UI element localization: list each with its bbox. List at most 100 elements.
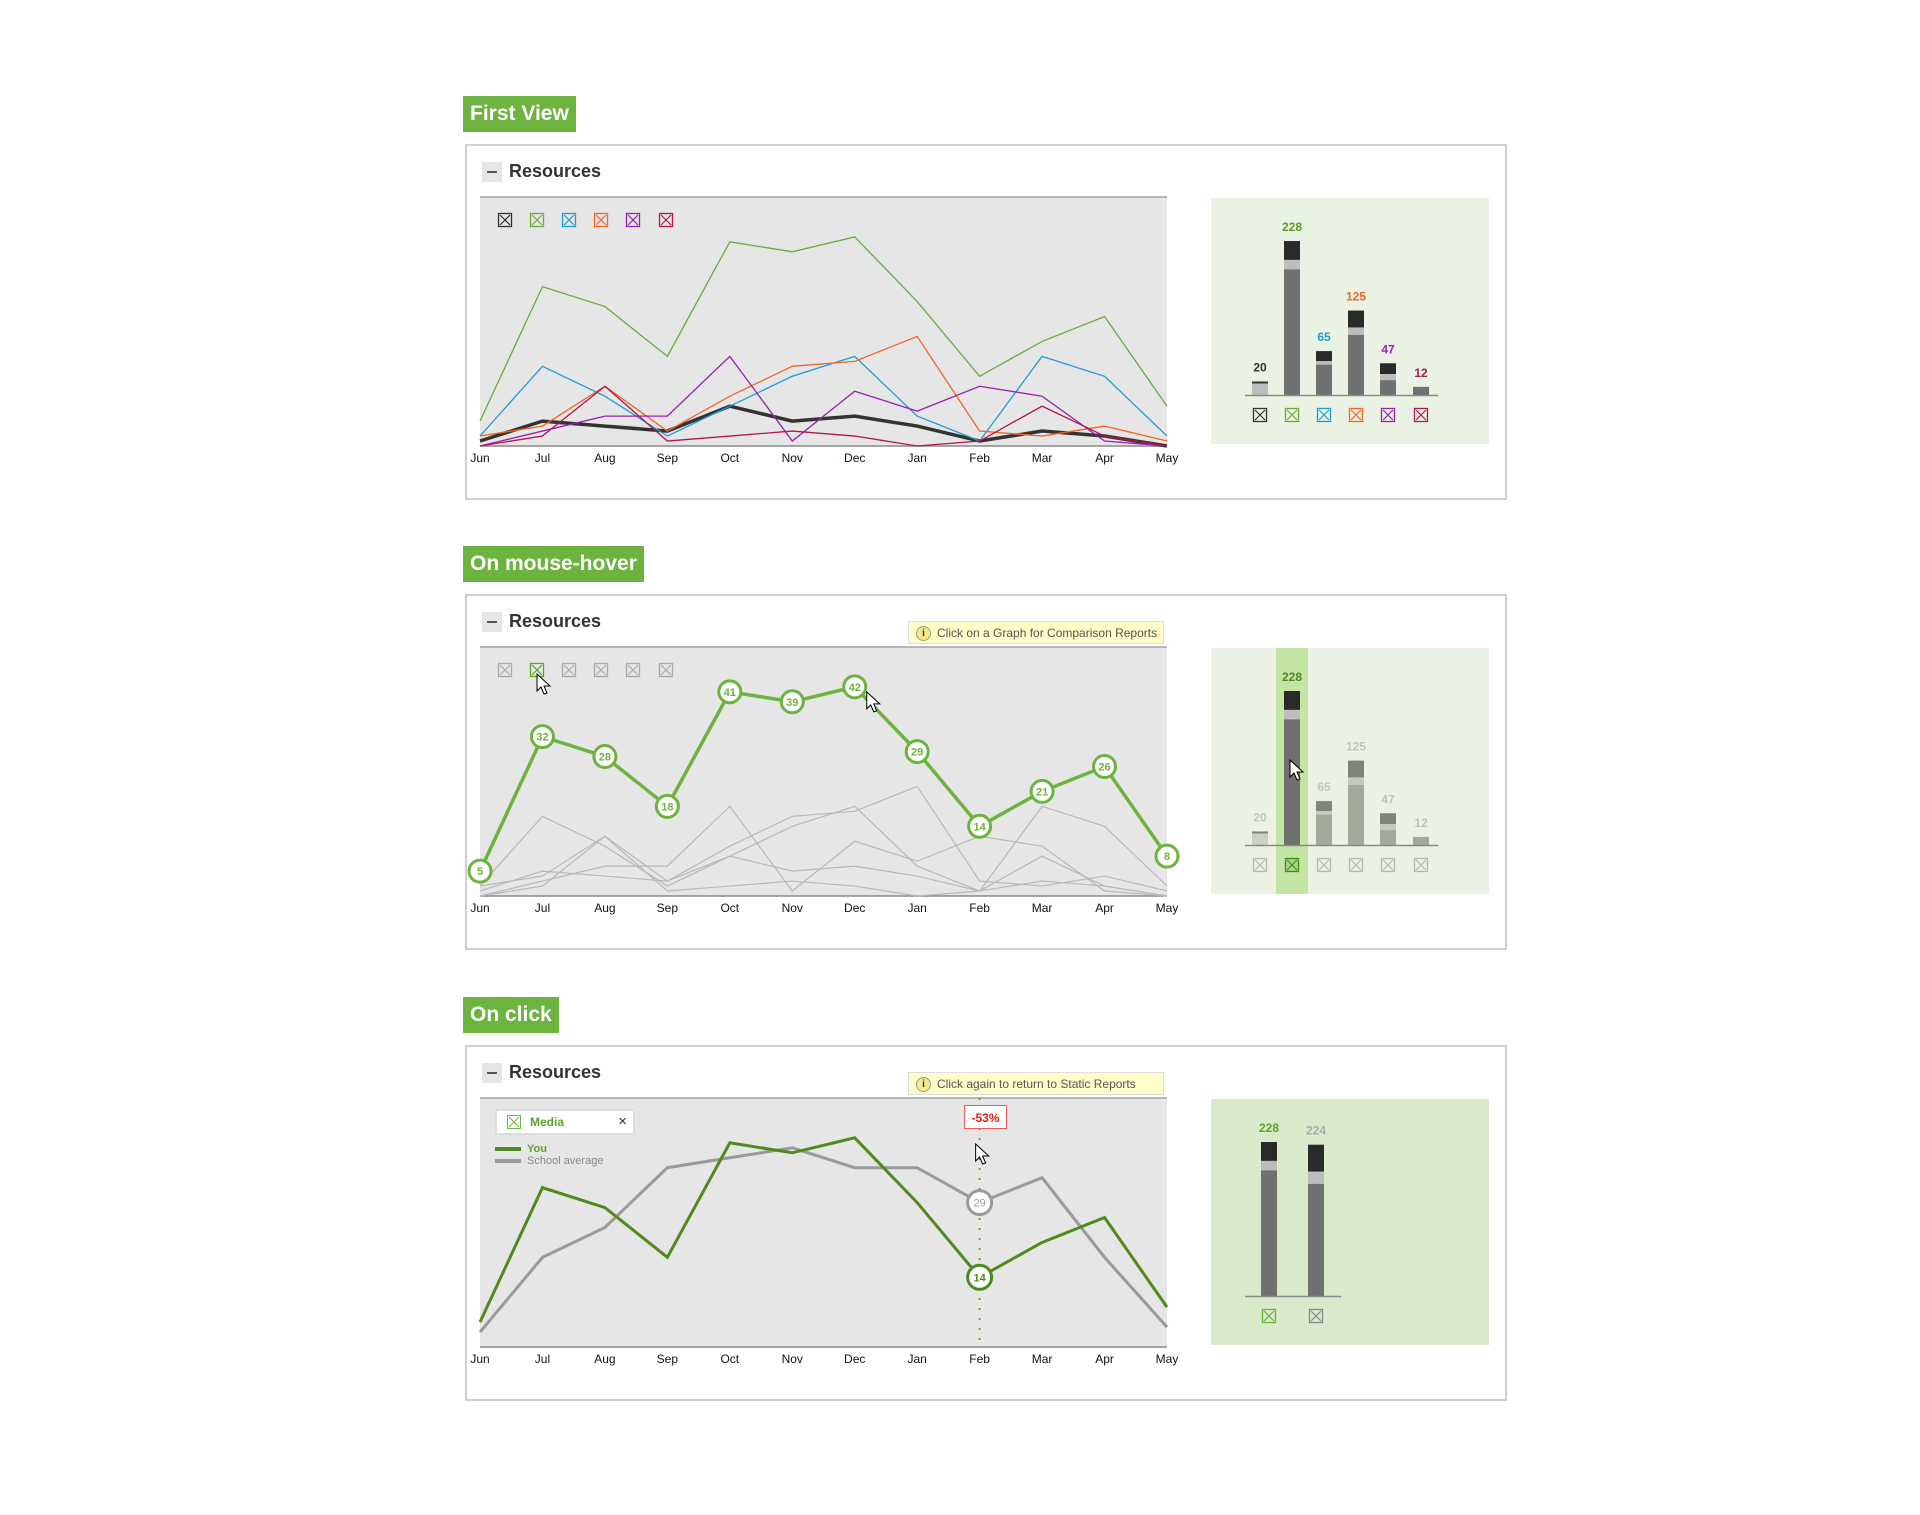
bar-segment[interactable]: [1284, 241, 1300, 260]
bar-segment[interactable]: [1413, 836, 1429, 845]
bar-chart[interactable]: 20 228 65 125 47 12: [1211, 648, 1489, 894]
bar-toggle-checkbox[interactable]: [1316, 407, 1332, 423]
data-point-marker[interactable]: [467, 858, 493, 884]
bar-segment[interactable]: [1380, 374, 1396, 381]
series-line[interactable]: [479, 855, 1168, 897]
checkbox-icon[interactable]: [1316, 407, 1332, 423]
plot-area[interactable]: [480, 197, 1167, 446]
bar-segment[interactable]: [1380, 830, 1396, 845]
bar-toggle-checkbox[interactable]: [1316, 857, 1332, 873]
bar-segment[interactable]: [1252, 383, 1268, 395]
collapse-button[interactable]: [482, 162, 502, 182]
bar-segment[interactable]: [1284, 719, 1300, 845]
bar-toggle-checkbox[interactable]: [1413, 407, 1429, 423]
checkbox-icon[interactable]: [1380, 857, 1396, 873]
checkbox-icon[interactable]: [529, 212, 545, 228]
checkbox-icon[interactable]: [658, 662, 674, 678]
bar-toggle-checkbox[interactable]: [1252, 857, 1268, 873]
series-toggle-checkbox[interactable]: [658, 662, 674, 678]
series-line[interactable]: [479, 785, 1168, 892]
bar-segment[interactable]: [1261, 1160, 1277, 1171]
collapse-button[interactable]: [482, 612, 502, 632]
series-line[interactable]: [479, 385, 1168, 447]
series-line[interactable]: [479, 835, 1168, 897]
bar-segment[interactable]: [1348, 327, 1364, 335]
series-toggle-checkbox[interactable]: [497, 212, 513, 228]
bar-toggle-checkbox[interactable]: [1284, 407, 1300, 423]
series-line[interactable]: [479, 236, 1168, 422]
bar-toggle-checkbox[interactable]: [1261, 1308, 1277, 1324]
series-line[interactable]: [479, 404, 1168, 448]
checkbox-icon[interactable]: [625, 662, 641, 678]
bar-toggle-checkbox[interactable]: [1284, 857, 1300, 873]
bar-segment[interactable]: [1284, 269, 1300, 395]
checkbox-icon[interactable]: [593, 662, 609, 678]
series-line-you[interactable]: [478, 1136, 1169, 1323]
checkbox-icon[interactable]: [1308, 1308, 1324, 1324]
series-line[interactable]: [479, 335, 1168, 442]
series-toggle-checkbox[interactable]: [625, 212, 641, 228]
line-chart[interactable]: Jun Jul Aug Sep Oct Nov Dec Jan Feb Mar Apr May 29 14: [470, 1097, 1180, 1378]
bar-segment[interactable]: [1413, 386, 1429, 395]
bar-segment[interactable]: [1348, 760, 1364, 778]
series-line-school-average[interactable]: [478, 1146, 1169, 1334]
line-chart[interactable]: Jun Jul Aug Sep Oct Nov Dec Jan Feb Mar Apr May 5 32 2…: [467, 646, 1180, 927]
collapse-button[interactable]: [482, 1063, 502, 1083]
series-line[interactable]: [479, 355, 1168, 442]
series-toggle-checkbox[interactable]: [593, 212, 609, 228]
plot-area[interactable]: [480, 1098, 1167, 1347]
bar-segment[interactable]: [1316, 801, 1332, 812]
bar-toggle-checkbox[interactable]: [1413, 857, 1429, 873]
bar-segment[interactable]: [1261, 1142, 1277, 1161]
checkbox-icon[interactable]: [1413, 407, 1429, 423]
bar-toggle-checkbox[interactable]: [1348, 857, 1364, 873]
bar-segment[interactable]: [1284, 259, 1300, 270]
bar-toggle-checkbox[interactable]: [1348, 407, 1364, 423]
checkbox-icon[interactable]: [1284, 857, 1300, 873]
checkbox-icon[interactable]: [1252, 407, 1268, 423]
checkbox-icon[interactable]: [1316, 857, 1332, 873]
bar-segment[interactable]: [1284, 691, 1300, 710]
checkbox-icon[interactable]: [497, 662, 513, 678]
bar-segment[interactable]: [1348, 334, 1364, 395]
checkbox-icon[interactable]: [593, 212, 609, 228]
bar-segment[interactable]: [1380, 813, 1396, 825]
bar-segment[interactable]: [1261, 1170, 1277, 1296]
bar-chart[interactable]: 20 228 65 125 47 12: [1211, 198, 1489, 444]
data-point-marker[interactable]: [966, 1189, 994, 1217]
bar-segment[interactable]: [1308, 1144, 1324, 1172]
bar-segment[interactable]: [1380, 363, 1396, 375]
checkbox-icon[interactable]: [1284, 407, 1300, 423]
bar-segment[interactable]: [1348, 784, 1364, 845]
data-point-marker[interactable]: [654, 793, 680, 819]
close-icon[interactable]: ×: [618, 1113, 627, 1130]
bar-segment[interactable]: [1308, 1183, 1324, 1296]
bar-chart[interactable]: 228 224: [1211, 1099, 1489, 1345]
line-chart[interactable]: Jun Jul Aug Sep Oct Nov Dec Jan Feb Mar Apr May: [470, 196, 1180, 477]
bar-toggle-checkbox[interactable]: [1380, 407, 1396, 423]
data-point-marker[interactable]: [1029, 778, 1055, 804]
checkbox-icon[interactable]: [1348, 857, 1364, 873]
bar-segment[interactable]: [1284, 709, 1300, 720]
checkbox-icon[interactable]: [507, 1115, 521, 1129]
checkbox-icon[interactable]: [1261, 1308, 1277, 1324]
series-toggle-checkbox[interactable]: [561, 212, 577, 228]
bar-segment[interactable]: [1348, 777, 1364, 785]
checkbox-icon[interactable]: [1348, 407, 1364, 423]
series-toggle-checkbox[interactable]: [658, 212, 674, 228]
bar-segment[interactable]: [1316, 364, 1332, 395]
data-point-marker[interactable]: [1154, 843, 1180, 869]
bar-segment[interactable]: [1348, 310, 1364, 328]
bar-segment[interactable]: [1252, 833, 1268, 845]
checkbox-icon[interactable]: [497, 212, 513, 228]
series-line[interactable]: [479, 805, 1168, 897]
bar-segment[interactable]: [1380, 824, 1396, 831]
bar-segment[interactable]: [1252, 831, 1268, 834]
data-point-marker[interactable]: [592, 744, 618, 770]
bar-toggle-checkbox[interactable]: [1252, 407, 1268, 423]
checkbox-icon[interactable]: [1252, 857, 1268, 873]
series-toggle-checkbox[interactable]: [561, 662, 577, 678]
data-point-marker[interactable]: [967, 813, 993, 839]
bar-segment[interactable]: [1316, 811, 1332, 815]
data-point-marker[interactable]: [717, 679, 743, 705]
